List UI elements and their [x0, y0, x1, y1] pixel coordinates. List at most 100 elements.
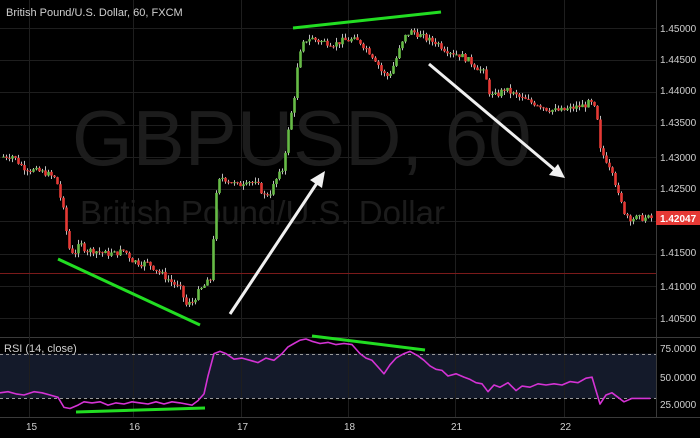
- candle-up: [293, 97, 296, 113]
- candle-down: [92, 248, 95, 254]
- rsi-tick: 25.0000: [660, 400, 697, 411]
- candle-up: [320, 40, 323, 43]
- rsi-point: [545, 384, 547, 386]
- rsi-point: [265, 357, 267, 359]
- candle-down: [257, 181, 260, 184]
- candle-down: [590, 100, 593, 102]
- candle-up: [482, 69, 485, 71]
- rsi-point: [599, 403, 601, 405]
- candle-down: [53, 175, 56, 178]
- rsi-point: [257, 362, 259, 364]
- candle-up: [554, 108, 557, 110]
- candle-down: [182, 285, 185, 298]
- candle-up: [455, 54, 458, 56]
- rsi-point: [155, 401, 157, 403]
- candle-up: [575, 105, 578, 109]
- candle-down: [5, 156, 8, 158]
- candle-down: [128, 252, 131, 259]
- candle-down: [557, 108, 560, 111]
- up-arrow: [228, 171, 325, 315]
- time-axis-ticks: 15 16 17 18 21 22: [26, 422, 572, 433]
- candle-down: [155, 269, 158, 271]
- candle-down: [179, 284, 182, 286]
- rsi-point: [389, 364, 391, 366]
- candle-down: [332, 46, 335, 48]
- candle-up: [404, 34, 407, 42]
- candle-up: [167, 279, 170, 281]
- candle-up: [80, 243, 83, 245]
- rsi-point: [343, 342, 345, 345]
- rsi-point: [529, 386, 531, 388]
- candle-up: [494, 92, 497, 95]
- rsi-point: [423, 359, 425, 361]
- rsi-point: [197, 400, 199, 402]
- rsi-point: [185, 403, 187, 405]
- time-tick: 18: [344, 422, 356, 433]
- candle-down: [356, 37, 359, 41]
- candle-down: [548, 110, 551, 112]
- rsi-point: [131, 401, 133, 403]
- rsi-point: [163, 403, 165, 405]
- rsi-point: [417, 355, 419, 357]
- candle-up: [419, 34, 422, 38]
- candle-up: [269, 194, 272, 196]
- candle-up: [401, 41, 404, 49]
- candle-up: [512, 92, 515, 94]
- rsi-point: [23, 394, 25, 396]
- candle-up: [341, 37, 344, 45]
- candle-up: [104, 251, 107, 254]
- candle-down: [164, 271, 167, 280]
- rsi-point: [395, 357, 397, 359]
- time-tick: 16: [129, 422, 141, 433]
- rsi-point: [219, 350, 221, 352]
- candle-down: [362, 43, 365, 49]
- rsi-point: [287, 346, 289, 348]
- rsi-point: [383, 373, 385, 375]
- candle-down: [578, 105, 581, 108]
- price-tick: 1.45000: [660, 24, 697, 35]
- price-tick: 1.42500: [660, 184, 697, 195]
- candle-up: [449, 53, 452, 55]
- rsi-point: [435, 368, 437, 370]
- price-tick: 1.43000: [660, 153, 697, 164]
- candle-up: [89, 248, 92, 253]
- candle-up: [290, 112, 293, 130]
- rsi-point: [281, 353, 283, 355]
- rsi-axis-ticks: 75.0000 50.0000 25.0000: [660, 344, 697, 411]
- rsi-point: [481, 383, 483, 385]
- candle-down: [260, 183, 263, 194]
- candle-up: [560, 107, 563, 111]
- rsi-point: [293, 342, 295, 345]
- candle-up: [644, 217, 647, 221]
- rsi-point: [225, 353, 227, 355]
- candle-down: [131, 258, 134, 263]
- candle-down: [236, 182, 239, 184]
- candle-down: [71, 248, 74, 254]
- candle-down: [314, 37, 317, 40]
- candle-down: [452, 53, 455, 55]
- candle-down: [152, 265, 155, 270]
- rsi-point: [69, 407, 71, 410]
- candle-down: [170, 279, 173, 283]
- rsi-point: [207, 375, 209, 377]
- rsi-point: [351, 344, 353, 346]
- candle-down: [338, 42, 341, 45]
- candle-up: [119, 249, 122, 256]
- candle-down: [191, 301, 194, 303]
- candle-down: [50, 171, 53, 176]
- rsi-point: [171, 401, 173, 403]
- candle-down: [383, 71, 386, 74]
- candle-down: [266, 194, 269, 196]
- rsi-tick: 50.0000: [660, 373, 697, 384]
- candle-down: [473, 64, 476, 68]
- candle-up: [389, 73, 392, 77]
- candle-down: [545, 107, 548, 111]
- candle-down: [317, 39, 320, 43]
- time-tick: 22: [560, 422, 572, 433]
- candle-down: [176, 284, 179, 286]
- candle-up: [284, 152, 287, 171]
- rsi-point: [83, 401, 85, 403]
- price-tick: 1.44500: [660, 55, 697, 66]
- candle-down: [137, 260, 140, 265]
- rsi-point: [233, 358, 235, 360]
